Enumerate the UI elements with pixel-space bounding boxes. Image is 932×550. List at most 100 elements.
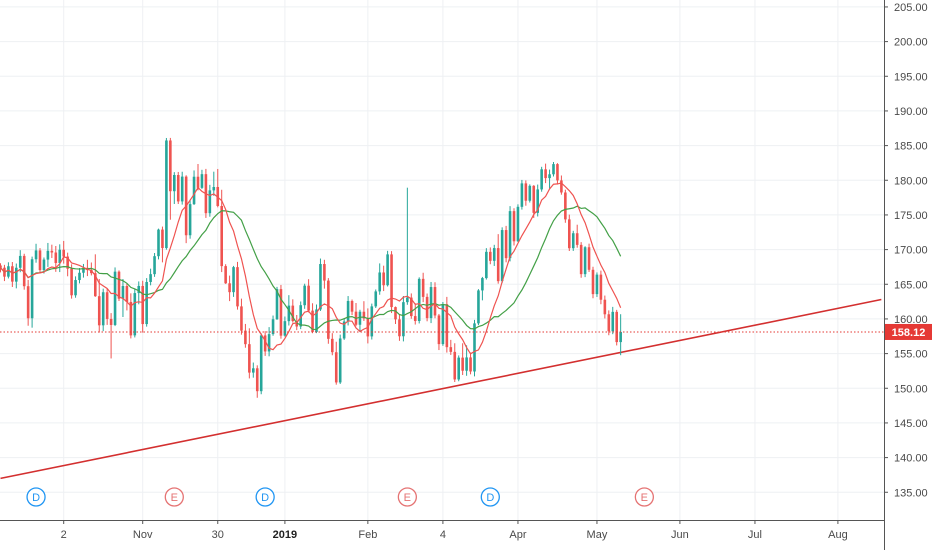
candle-body <box>540 169 543 190</box>
candle-body <box>311 310 314 332</box>
candle-body <box>192 176 196 205</box>
candle-body <box>394 307 397 320</box>
candle <box>591 266 595 299</box>
candle-body <box>7 266 10 277</box>
candle-body <box>504 230 508 259</box>
event-marker-circle[interactable] <box>26 487 46 507</box>
candle-body <box>429 287 433 319</box>
candle <box>579 242 583 278</box>
candle-body <box>575 233 579 245</box>
event-marker[interactable]: E <box>634 487 654 507</box>
candle <box>327 278 330 344</box>
candle <box>583 246 587 278</box>
y-tick-label: 175.00 <box>894 210 928 222</box>
candle <box>532 185 536 218</box>
candle <box>342 318 346 340</box>
candle-body <box>457 357 460 380</box>
candle <box>382 265 385 292</box>
candle <box>334 341 338 385</box>
candle <box>615 309 618 346</box>
candle-body <box>327 280 330 339</box>
candle-body <box>536 189 539 213</box>
candle <box>504 225 508 263</box>
candle <box>157 228 160 260</box>
event-marker[interactable]: D <box>480 487 500 507</box>
candle <box>165 137 168 250</box>
candle <box>216 168 220 208</box>
y-tick-label: 190.00 <box>894 106 928 118</box>
candle-body <box>508 211 512 259</box>
x-tick-label: 4 <box>440 529 446 541</box>
candle <box>117 270 121 301</box>
candle <box>571 230 575 251</box>
candle <box>18 250 22 273</box>
candle <box>192 170 196 206</box>
candle-body <box>350 300 354 312</box>
candle-body <box>469 357 472 372</box>
candle-body <box>78 272 81 281</box>
candle <box>477 289 480 326</box>
candle <box>259 333 263 395</box>
event-marker[interactable]: E <box>164 487 184 507</box>
candle <box>560 175 563 195</box>
y-tick-label: 155.00 <box>894 349 928 361</box>
event-marker-circle[interactable] <box>164 487 184 507</box>
candle-body <box>421 278 425 297</box>
candle-body <box>236 267 239 307</box>
event-marker-circle[interactable] <box>255 487 275 507</box>
event-marker[interactable]: D <box>255 487 275 507</box>
event-marker-circle[interactable] <box>634 487 654 507</box>
candle-body <box>465 357 468 371</box>
event-marker[interactable]: E <box>397 487 418 507</box>
candle <box>188 199 192 239</box>
candle-body <box>615 311 618 343</box>
candle-body <box>105 292 109 319</box>
event-marker[interactable]: D <box>26 487 46 507</box>
candle <box>315 304 318 334</box>
candle-body <box>560 180 563 193</box>
candle-body <box>477 290 480 324</box>
candle <box>508 206 512 262</box>
candle <box>78 267 81 284</box>
candle <box>406 187 409 305</box>
candle <box>492 244 496 266</box>
candle-body <box>544 169 547 179</box>
candle <box>248 328 251 379</box>
candle-body <box>129 301 133 336</box>
candle-body <box>82 267 85 273</box>
candle-body <box>145 281 148 325</box>
y-tick-label: 145.00 <box>894 418 928 430</box>
event-marker-circle[interactable] <box>480 487 500 507</box>
y-tick-label: 135.00 <box>894 487 928 499</box>
candle <box>568 214 571 251</box>
candle <box>413 303 417 325</box>
candle <box>461 343 464 376</box>
candle <box>34 243 38 263</box>
candle <box>398 314 401 341</box>
candle <box>279 284 283 339</box>
candle-body <box>200 174 204 188</box>
candle-body <box>449 347 453 352</box>
candle <box>350 299 354 316</box>
candle <box>263 331 267 356</box>
candle-body <box>66 256 69 269</box>
candle <box>402 295 405 342</box>
x-tick-label: 2019 <box>273 529 297 541</box>
candle <box>97 278 101 333</box>
candle <box>200 169 204 189</box>
candle-body <box>492 248 496 261</box>
candle-body <box>481 278 484 291</box>
candle <box>252 362 255 378</box>
candle-body <box>220 205 223 267</box>
candle-body <box>410 297 413 317</box>
candle <box>390 251 393 314</box>
candle <box>417 277 421 324</box>
candle-body <box>97 296 101 326</box>
candle-body <box>279 289 283 336</box>
candle-body <box>607 314 611 332</box>
candle-body <box>402 302 405 337</box>
event-marker-circle[interactable] <box>397 487 418 507</box>
candle-body <box>307 285 310 311</box>
last-price-line-layer: 158.12 <box>0 323 932 340</box>
